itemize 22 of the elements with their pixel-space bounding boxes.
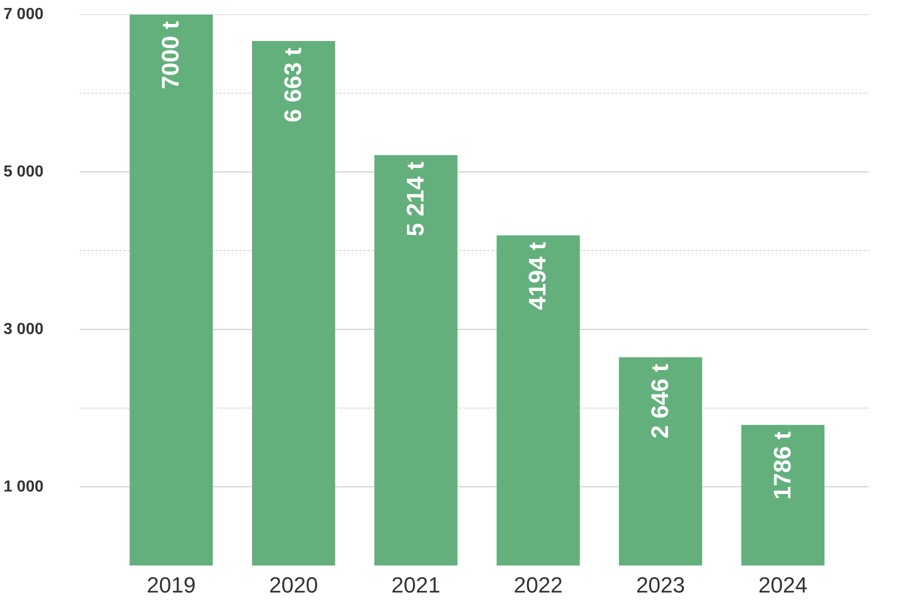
data-label: 1786 t	[769, 432, 796, 500]
data-label: 6 663 t	[280, 48, 308, 122]
data-label: 4194 t	[524, 242, 552, 310]
x-tick-label: 2022	[514, 572, 563, 598]
y-tick-label: 7 000	[3, 6, 44, 23]
y-tick-label: 1 000	[3, 478, 44, 496]
data-label: 2 646 t	[647, 364, 674, 439]
bar	[374, 155, 458, 566]
y-tick-label: 5 000	[3, 163, 44, 180]
x-tick-label: 2024	[758, 572, 808, 598]
data-label: 5 214 t	[402, 162, 430, 236]
bar	[496, 235, 580, 566]
y-tick-label: 3 000	[3, 320, 44, 338]
data-label: 7000 t	[158, 21, 185, 90]
bar	[252, 41, 336, 566]
x-tick-label: 2019	[146, 572, 196, 598]
bar	[618, 357, 702, 566]
x-tick-label: 2021	[391, 572, 440, 598]
bar	[741, 424, 824, 566]
bar	[130, 14, 213, 566]
x-tick-label: 2020	[269, 572, 318, 598]
x-tick-label: 2023	[636, 572, 686, 598]
